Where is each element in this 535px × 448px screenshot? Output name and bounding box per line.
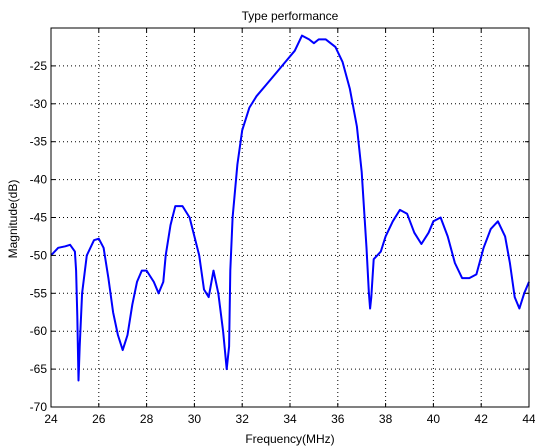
y-tick-label: -25: [30, 59, 48, 73]
x-tick-label: 40: [427, 412, 441, 426]
x-tick-label: 36: [331, 412, 345, 426]
y-tick-label: -70: [30, 400, 48, 414]
y-tick-label: -30: [30, 97, 48, 111]
x-tick-label: 30: [188, 412, 202, 426]
x-tick-label: 28: [140, 412, 154, 426]
y-tick-label: -35: [30, 135, 48, 149]
x-tick-label: 32: [236, 412, 250, 426]
x-tick-label: 38: [379, 412, 393, 426]
x-tick-label: 26: [92, 412, 106, 426]
y-tick-label: -55: [30, 286, 48, 300]
series-line: [50, 34, 530, 382]
y-tick-label: -50: [30, 248, 48, 262]
chart-title: Type performance: [242, 9, 339, 23]
axes: 24 26 28 30 32 34 36 38 40 42 44 -70 -65 -60 -55 -50 -45…: [30, 28, 535, 426]
y-tick-label: -40: [30, 173, 48, 187]
y-tick-label: -65: [30, 362, 48, 376]
y-tick-label: -45: [30, 211, 48, 225]
y-tick-label: -60: [30, 324, 48, 338]
x-tick-label: 42: [475, 412, 489, 426]
plot-area: [50, 34, 530, 382]
x-tick-label: 44: [522, 412, 535, 426]
x-tick-label: 34: [283, 412, 297, 426]
y-axis-title: Magnitude(dB): [6, 180, 20, 259]
x-tick-label: 24: [44, 412, 58, 426]
x-axis-title: Frequency(MHz): [245, 432, 334, 446]
